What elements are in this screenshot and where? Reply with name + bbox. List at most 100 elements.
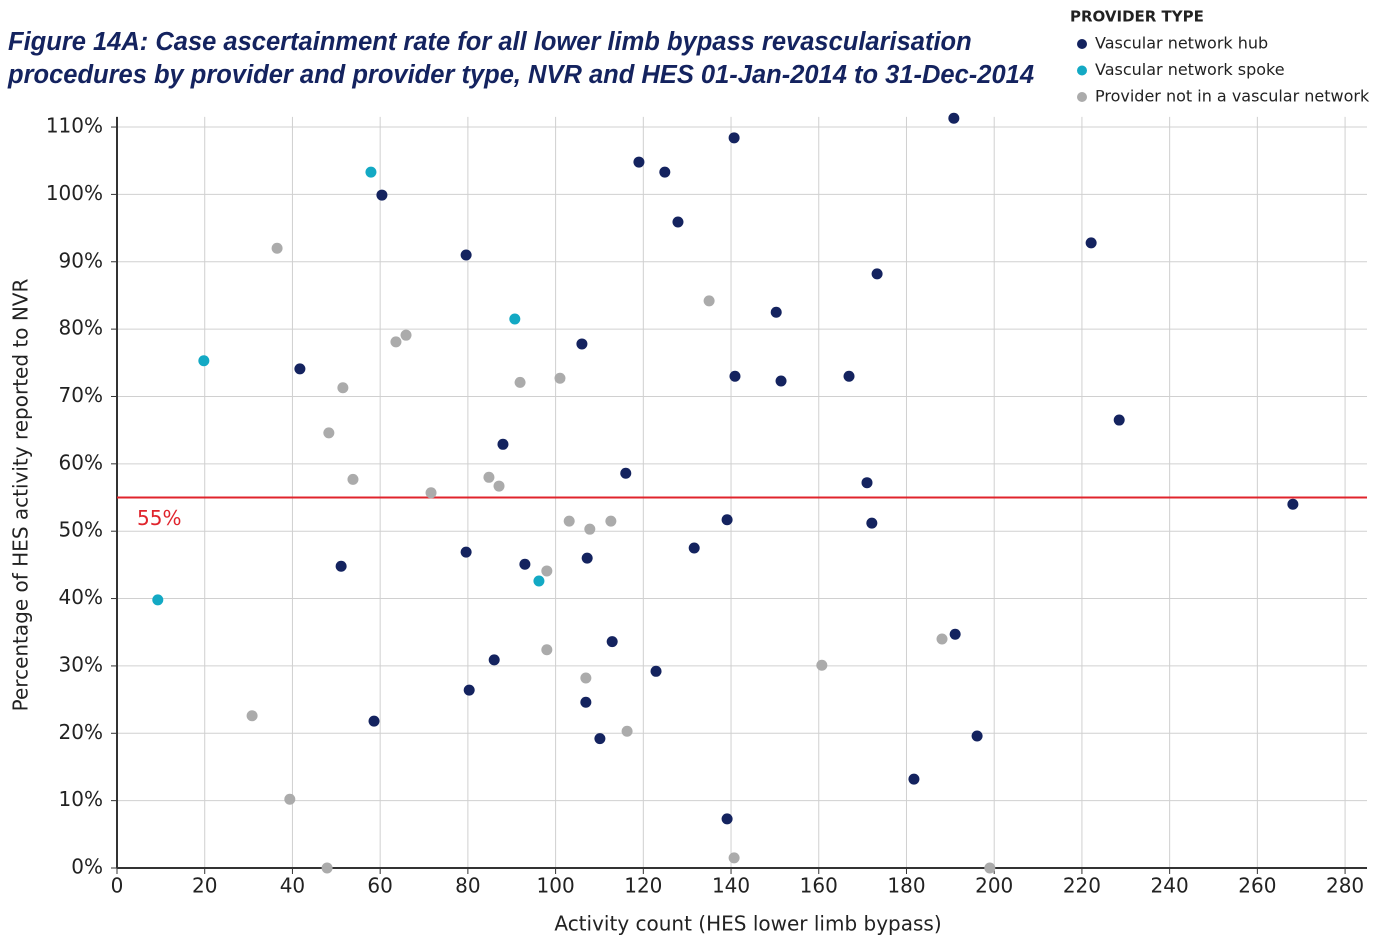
point <box>580 672 592 684</box>
point <box>948 112 960 124</box>
point <box>1287 498 1299 510</box>
x-tick-label: 220 <box>1063 874 1101 898</box>
point <box>672 216 684 228</box>
x-axis-label: Activity count (HES lower limb bypass) <box>554 912 941 936</box>
y-tick-label: 20% <box>59 720 103 744</box>
y-tick-label: 100% <box>46 181 103 205</box>
legend-label: Provider not in a vascular network <box>1095 87 1370 106</box>
point <box>871 268 883 280</box>
point <box>775 375 787 387</box>
y-axis-label: Percentage of HES activity reported to N… <box>9 279 33 712</box>
point <box>509 313 521 325</box>
point <box>519 558 531 570</box>
x-tick-label: 260 <box>1238 874 1276 898</box>
x-tick-label: 20 <box>192 874 217 898</box>
y-tick-label: 40% <box>59 585 103 609</box>
point <box>581 552 593 564</box>
point <box>271 242 283 254</box>
y-tick-label: 50% <box>59 518 103 542</box>
point <box>152 594 164 606</box>
x-tick-label: 180 <box>887 874 925 898</box>
point <box>816 659 828 671</box>
y-tick-label: 110% <box>46 114 103 138</box>
point <box>620 467 632 479</box>
point <box>584 523 596 535</box>
point <box>688 542 700 554</box>
point <box>729 370 741 382</box>
x-tick-label: 80 <box>455 874 480 898</box>
x-tick-label: 160 <box>800 874 838 898</box>
point <box>861 477 873 489</box>
y-tick-label: 80% <box>59 316 103 340</box>
legend-title: PROVIDER TYPE <box>1070 8 1204 26</box>
point <box>728 132 740 144</box>
point <box>541 644 553 656</box>
point <box>390 336 402 348</box>
x-tick-label: 140 <box>712 874 750 898</box>
point <box>460 249 472 261</box>
point <box>246 710 258 722</box>
point <box>365 166 377 178</box>
x-tick-label: 100 <box>537 874 575 898</box>
point <box>984 862 996 874</box>
x-tick-label: 60 <box>367 874 392 898</box>
point <box>294 363 306 375</box>
point <box>335 560 347 572</box>
point <box>606 636 618 648</box>
point <box>728 852 740 864</box>
point <box>908 773 920 785</box>
point <box>576 338 588 350</box>
point <box>936 633 948 645</box>
point <box>376 189 388 201</box>
x-tick-label: 0 <box>111 874 124 898</box>
point <box>321 862 333 874</box>
x-tick-label: 200 <box>975 874 1013 898</box>
point <box>463 684 475 696</box>
point <box>337 382 349 394</box>
point <box>497 438 509 450</box>
legend-marker <box>1077 65 1087 76</box>
point <box>400 329 412 341</box>
point <box>493 480 505 492</box>
point <box>721 813 733 825</box>
reference-label: 55% <box>137 506 181 530</box>
point <box>659 166 671 178</box>
point <box>425 487 437 499</box>
point <box>554 372 566 384</box>
y-tick-label: 30% <box>59 652 103 676</box>
point <box>1085 237 1097 249</box>
point <box>533 575 545 587</box>
point <box>541 565 553 577</box>
point <box>971 730 983 742</box>
point <box>633 156 645 168</box>
point <box>488 654 500 666</box>
point <box>770 306 782 318</box>
point <box>580 696 592 708</box>
legend-label: Vascular network hub <box>1095 34 1268 53</box>
y-tick-label: 0% <box>71 855 103 879</box>
point <box>594 733 606 745</box>
legend-label: Vascular network spoke <box>1095 60 1285 79</box>
point <box>284 793 296 805</box>
y-tick-label: 70% <box>59 383 103 407</box>
point <box>514 376 526 388</box>
point <box>460 546 472 558</box>
legend-marker <box>1077 39 1087 49</box>
point <box>483 471 495 483</box>
x-tick-label: 280 <box>1326 874 1364 898</box>
point <box>949 628 961 640</box>
point <box>721 514 733 526</box>
x-tick-label: 240 <box>1151 874 1189 898</box>
point <box>347 473 359 485</box>
point <box>368 715 380 727</box>
point <box>703 295 715 307</box>
point <box>843 370 855 382</box>
point <box>605 515 617 527</box>
y-tick-label: 90% <box>59 248 103 272</box>
point <box>1113 414 1125 426</box>
y-tick-label: 60% <box>59 450 103 474</box>
x-tick-label: 120 <box>624 874 662 898</box>
legend-marker <box>1077 92 1087 102</box>
